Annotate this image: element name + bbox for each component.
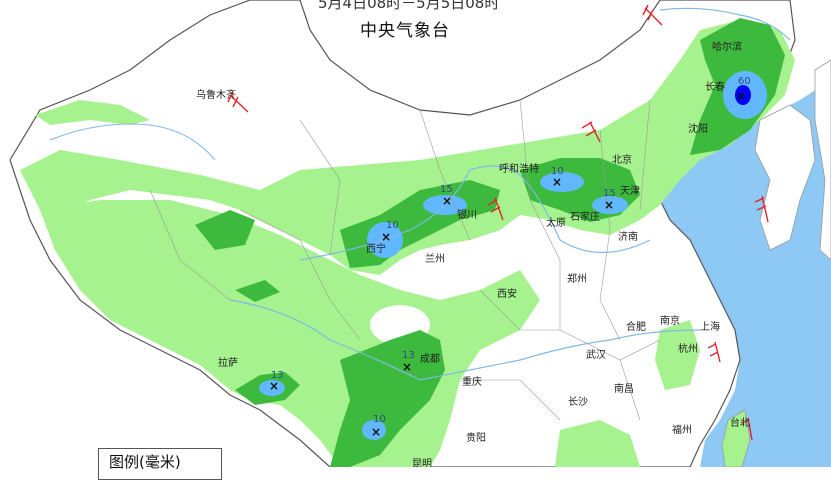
city-label-taiyuan: 太原: [546, 216, 566, 229]
river-tarim: [49, 123, 216, 161]
wind-barb-icon: [642, 4, 663, 26]
city-label-shijiazhuang: 石家庄: [570, 210, 600, 223]
rain-zone-moderate-southwest: [330, 330, 445, 467]
city-label-tianjin: 天津: [620, 185, 640, 197]
city-label-harbin: 哈尔滨: [712, 40, 742, 53]
city-label-urumqi: 乌鲁木齐: [196, 88, 236, 101]
city-label-xian: 西安: [497, 287, 517, 300]
city-label-fuzhou: 福州: [672, 423, 692, 436]
max-value-south: 10: [373, 414, 386, 425]
rain-zone-heavy-beijing: [540, 172, 584, 192]
rain-zone-light-xinjiang: [35, 100, 150, 125]
wind-barb-icon: [707, 341, 721, 363]
city-label-nanchang: 南昌: [614, 382, 634, 395]
max-marker-icon: ×: [402, 360, 412, 374]
forecast-date-range: 5月4日08时－5月5日08时: [318, 0, 500, 12]
wind-barb-icon: [740, 417, 753, 441]
max-marker-icon: ×: [381, 230, 391, 244]
rain-zone-moderate-west: [195, 210, 255, 250]
max-value-chengdu: 13: [402, 350, 415, 361]
city-label-nanjing: 南京: [660, 314, 680, 327]
max-value-xining: 10: [386, 220, 399, 231]
city-label-shenyang: 沈阳: [688, 122, 708, 135]
city-label-lhasa: 拉萨: [218, 356, 238, 369]
issuer-title: 中央气象台: [360, 21, 450, 41]
river-yangtze: [229, 299, 701, 381]
river-heilong: [659, 7, 791, 41]
city-label-kunming: 昆明: [412, 458, 432, 467]
rain-zone-heavy-lhasa: [259, 380, 285, 396]
city-label-changsha: 长沙: [568, 396, 588, 408]
city-label-zhengzhou: 郑州: [567, 272, 587, 285]
wind-barbs: [227, 4, 769, 441]
city-label-taipei: 台北: [730, 416, 750, 429]
city-label-hohhot: 呼和浩特: [499, 163, 539, 175]
rain-zone-heavy-tianjin: [592, 196, 628, 214]
city-label-guiyang: 贵阳: [466, 431, 486, 444]
rain-zone-heavy-south: [362, 420, 386, 440]
wind-barb-icon: [754, 195, 769, 223]
max-value-lhasa: 13: [271, 370, 284, 381]
max-marker-icon: ×: [269, 379, 279, 393]
city-label-shanghai: 上海: [700, 320, 720, 333]
max-marker-icon: ×: [552, 175, 562, 189]
max-value-tianjin: 15: [603, 188, 616, 199]
city-label-xining: 西宁: [366, 242, 386, 255]
max-marker-icon: ×: [604, 198, 614, 212]
city-label-chengdu: 成都: [420, 353, 440, 365]
max-value-yinchuan: 15: [440, 184, 453, 195]
dry-hole-hebei: [497, 226, 533, 254]
legend-title: 图例(毫米): [109, 453, 181, 471]
wind-barb-icon: [227, 91, 249, 113]
max-marker-icon: ×: [371, 425, 381, 439]
rain-zone-light-south: [555, 420, 640, 467]
city-label-hangzhou: 杭州: [678, 342, 698, 355]
max-value-changchun: 60: [738, 76, 751, 87]
max-marker-icon: ×: [442, 194, 452, 208]
rain-zone-storm-changchun: [735, 85, 751, 105]
city-label-beijing: 北京: [612, 153, 632, 166]
city-label-chongqing: 重庆: [462, 375, 482, 388]
rain-zone-moderate-tibet: [235, 280, 280, 302]
japan-islands: [814, 59, 831, 261]
legend: 图例(毫米): [98, 448, 222, 480]
precipitation-map: 乌鲁木齐 哈尔滨 长春 沈阳 北京 天津 呼和浩特 石家庄 太原 济南 银川 西…: [9, 0, 831, 467]
city-label-jinan: 济南: [618, 230, 638, 243]
korea-peninsula: [754, 104, 816, 251]
river-yellow: [299, 165, 651, 261]
taiwan-island: [721, 409, 751, 467]
city-label-changchun: 长春: [705, 81, 725, 93]
city-label-wuhan: 武汉: [586, 348, 606, 361]
province-borders: [149, 99, 661, 421]
wind-barb-icon: [581, 121, 601, 143]
wind-barb-icon: [487, 197, 504, 221]
city-label-yinchuan: 银川: [457, 208, 477, 221]
city-label-lanzhou: 兰州: [425, 252, 445, 265]
max-value-beijing: 10: [551, 166, 564, 177]
rain-zone-light-east: [655, 320, 700, 390]
rain-zone-heavy-xining: [367, 222, 403, 258]
max-marker-icon: ×: [736, 89, 746, 103]
city-label-hefei: 合肥: [626, 320, 646, 333]
